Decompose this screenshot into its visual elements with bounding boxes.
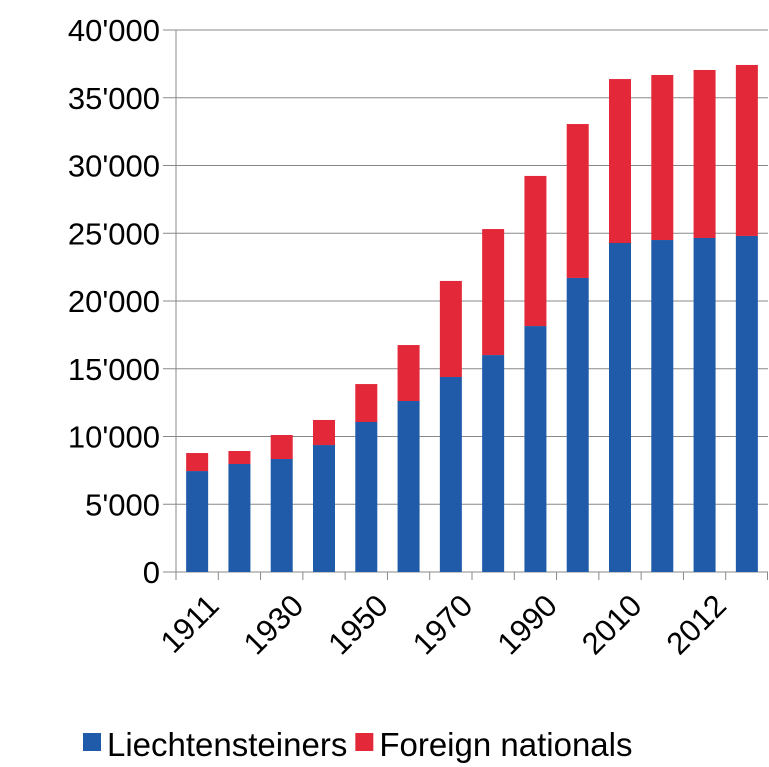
y-tick-label: 40'000	[68, 13, 160, 48]
bar-segment	[186, 471, 209, 572]
bar-segment	[439, 280, 462, 378]
legend-swatch	[83, 733, 101, 751]
bar-segment	[482, 229, 505, 356]
x-tick-label: 2012	[660, 588, 734, 662]
bar-segment	[651, 240, 674, 572]
bar-segment	[228, 464, 251, 572]
x-tick-label: 1930	[237, 588, 311, 662]
y-tick-label: 0	[143, 555, 160, 590]
y-tick-label: 35'000	[68, 81, 160, 116]
bar-segment	[524, 326, 547, 572]
bar-segment	[609, 243, 631, 573]
bar-segment	[397, 400, 420, 572]
bar-segment	[228, 450, 251, 465]
x-tick-label: 1990	[490, 588, 564, 662]
bar-segment	[566, 277, 589, 572]
bar-segment	[482, 355, 505, 572]
bar-segment	[186, 453, 209, 472]
bar-segment	[313, 445, 335, 572]
bar-segment	[313, 419, 335, 446]
y-tick-label: 20'000	[68, 284, 160, 319]
x-tick-label: 1950	[321, 588, 395, 662]
x-tick-label: 1911	[154, 588, 226, 660]
y-tick-label: 10'000	[68, 420, 160, 455]
bar-segment	[735, 235, 758, 572]
legend-label: Foreign nationals	[379, 726, 632, 763]
legend-swatch	[355, 733, 374, 751]
y-tick-label: 15'000	[68, 352, 160, 387]
x-tick-label: 2010	[575, 588, 649, 662]
y-tick-label: 30'000	[68, 149, 160, 184]
bar-segment	[270, 435, 293, 459]
y-tick-label: 5'000	[85, 487, 160, 522]
bar-segment	[439, 377, 462, 572]
y-tick-label: 25'000	[68, 216, 160, 251]
bar-segment	[397, 345, 420, 401]
bar-segment	[270, 458, 293, 572]
bar-segment	[355, 384, 378, 423]
bar-segment	[651, 74, 674, 241]
bar-segment	[693, 69, 716, 238]
legend-label: Liechtensteiners	[107, 726, 347, 763]
bar-segment	[609, 79, 631, 244]
bar-segment	[355, 422, 378, 572]
bar-segment	[524, 175, 547, 327]
x-tick-label: 1970	[406, 588, 480, 662]
bar-segment	[566, 124, 589, 278]
bar-segment	[735, 64, 758, 236]
bar-segment	[693, 237, 716, 572]
